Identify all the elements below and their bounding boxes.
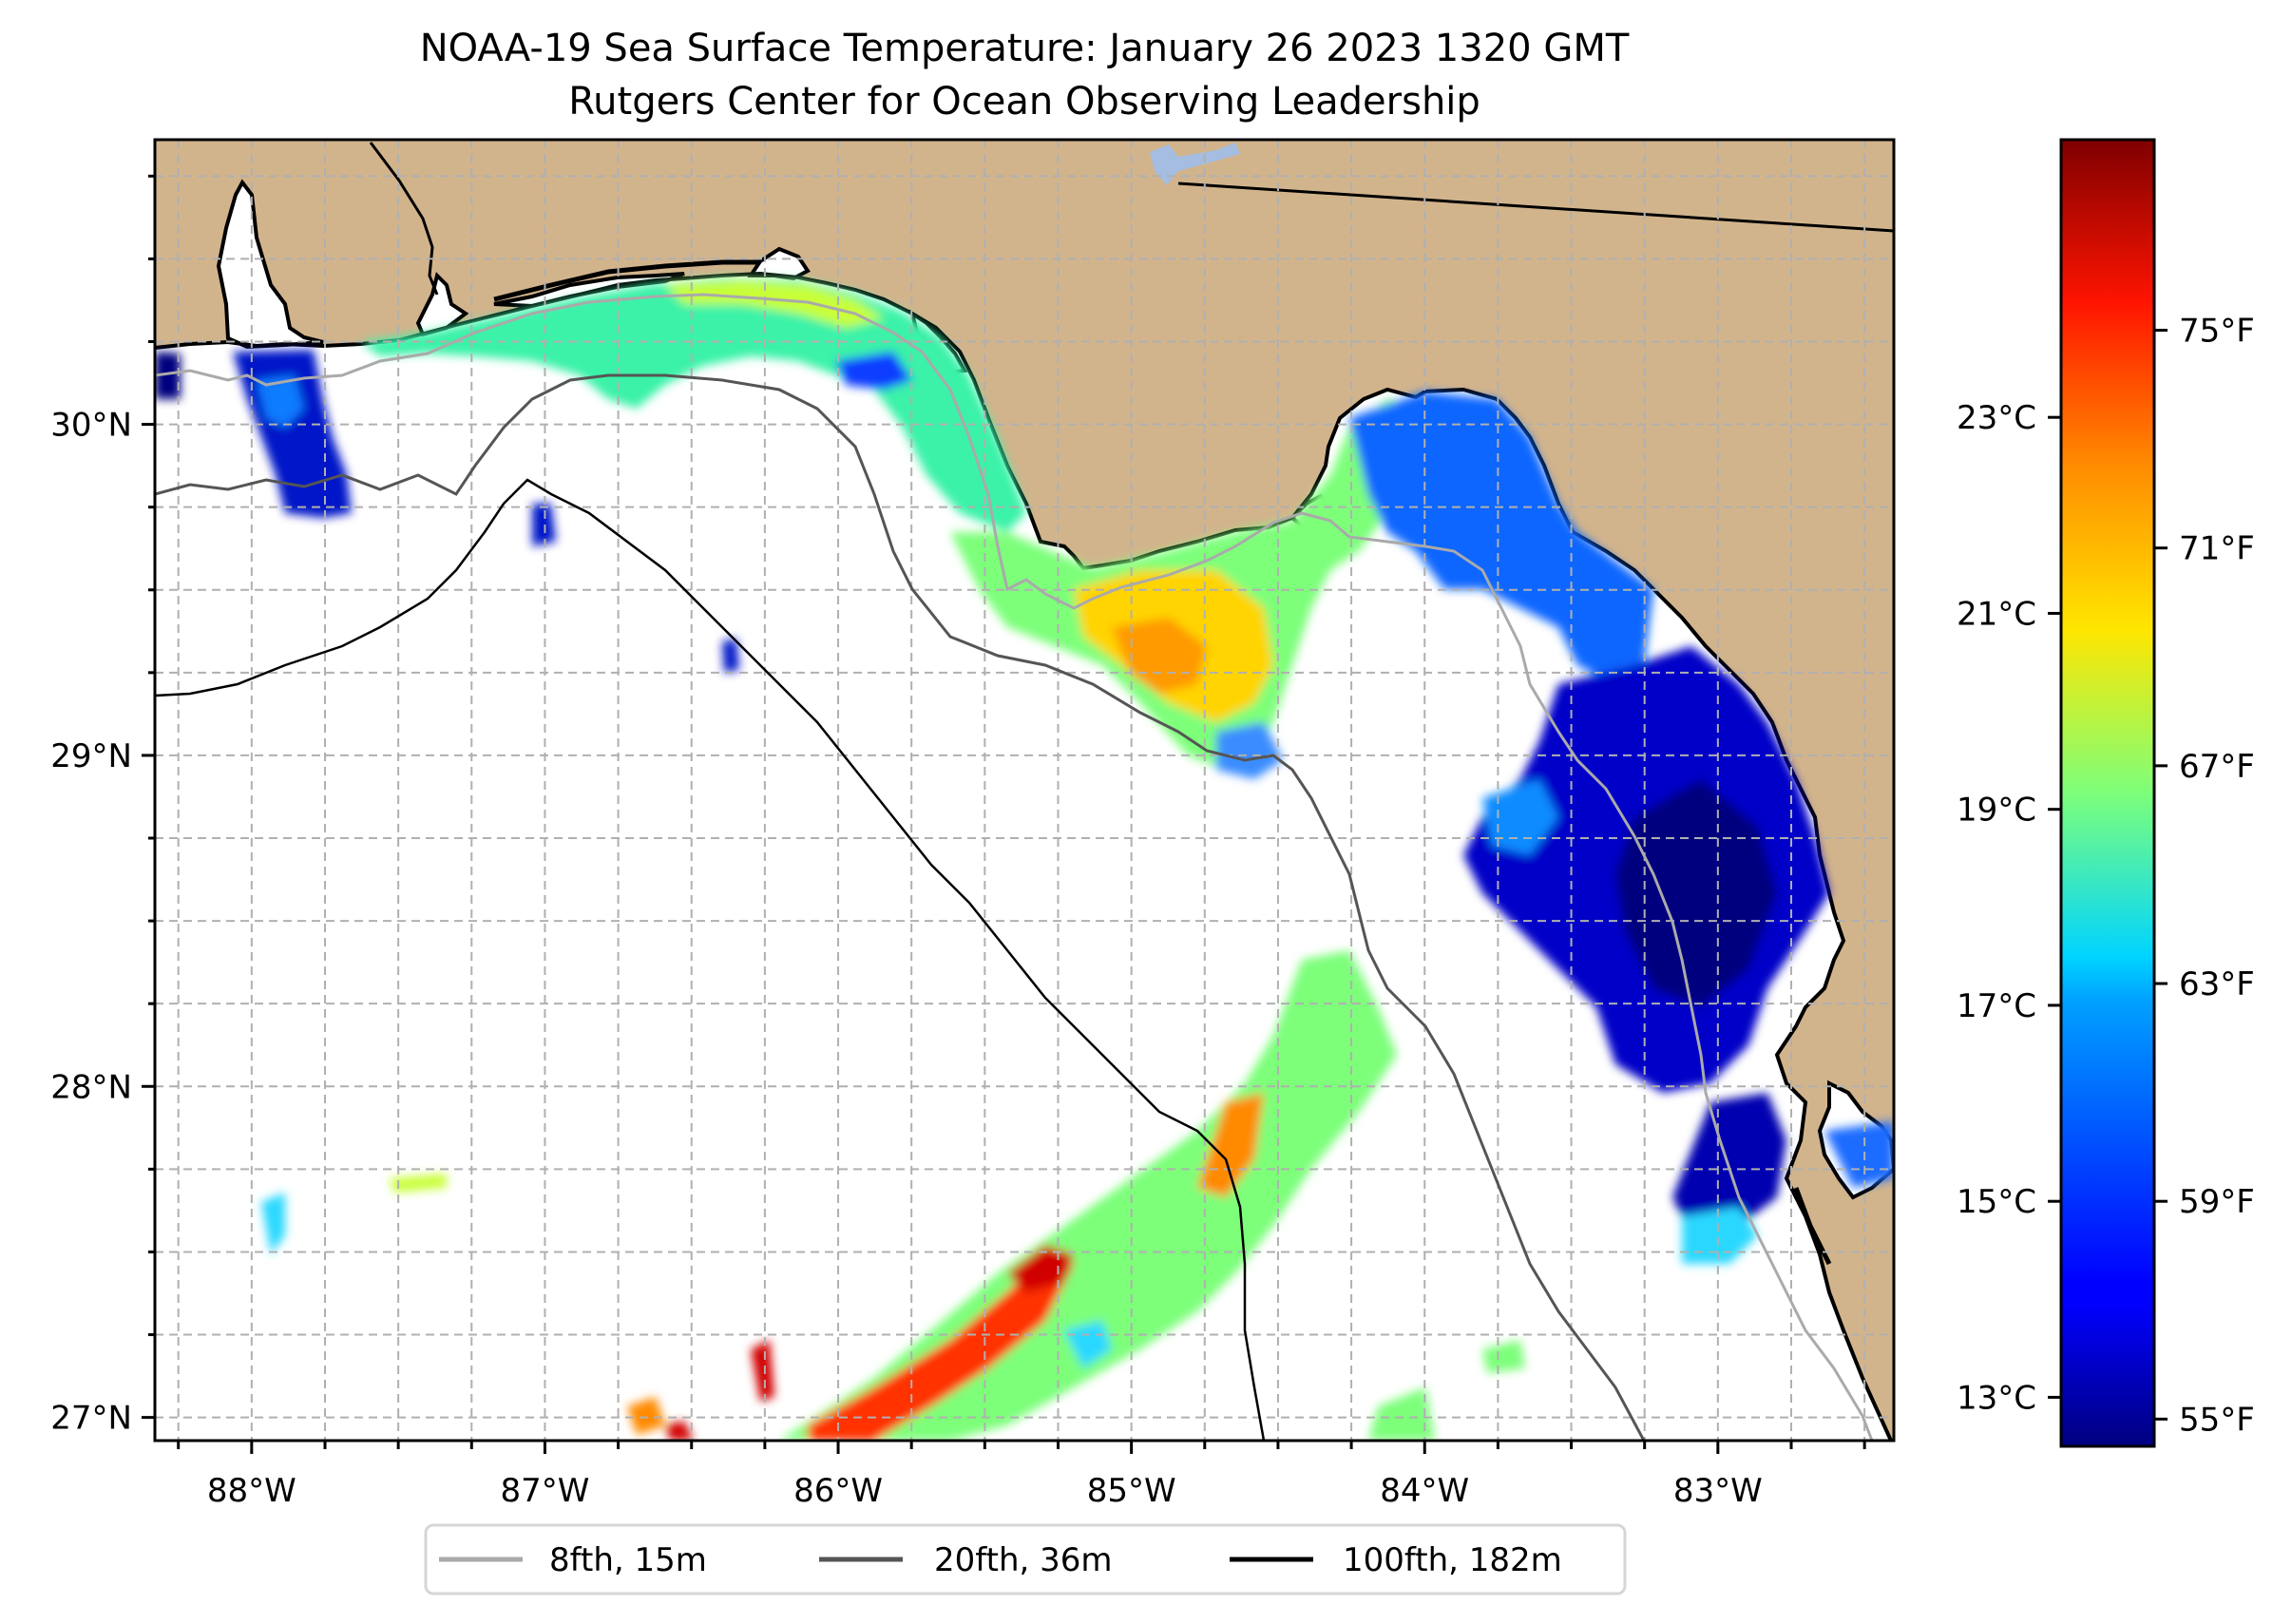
colorbar-celsius-label: 21°C [1957,595,2036,633]
sst-patch [665,1421,694,1441]
legend-label-100fth: 100fth, 182m [1343,1541,1562,1579]
sst-patch [1824,1121,1894,1188]
sst-patch [627,1397,665,1435]
state-boundary [369,142,439,296]
lake-seminole [1150,143,1240,185]
colorbar-celsius-label: 15°C [1957,1183,2036,1221]
sst-patch [1349,392,1653,684]
map-frame [153,138,1896,1442]
sst-patch [1672,1093,1786,1235]
colorbar-celsius-axis: 23°C 21°C 19°C 17°C 15°C 13°C [1957,399,2061,1417]
y-axis: 30°N 29°N 28°N 27°N [50,174,155,1438]
isobath-100fth [155,478,1266,1441]
sst-patch [1197,1093,1264,1197]
colorbar-fahrenheit-label: 67°F [2179,748,2255,786]
x-axis: 88°W 87°W 86°W 85°W 84°W 83°W [177,1441,1866,1510]
chart-subtitle: Rutgers Center for Ocean Observing Leade… [568,80,1480,124]
x-tick-label: 84°W [1380,1472,1469,1510]
gridlines [155,140,1894,1441]
legend-label-20fth: 20fth, 36m [934,1541,1113,1579]
colorbar-celsius-label: 17°C [1957,987,2036,1025]
legend-label-8fth: 8fth, 15m [549,1541,707,1579]
colorbar: 23°C 21°C 19°C 17°C 15°C 13°C 75°F 71°F 67°F 63°… [1957,138,2255,1448]
sst-patch [257,375,304,428]
sst-patch [665,280,884,328]
sst-patch [261,1193,285,1254]
coastline [155,271,1893,1441]
x-tick-label: 87°W [500,1472,589,1510]
colorbar-celsius-label: 19°C [1957,792,2036,830]
sst-patch [1064,1321,1112,1368]
legend: 8fth, 15m 20fth, 36m 100fth, 182m [424,1523,1627,1595]
x-tick-label: 85°W [1087,1472,1176,1510]
map-panel [155,140,1894,1441]
x-tick-label: 86°W [793,1472,883,1510]
colorbar-celsius-label: 13°C [1957,1379,2036,1417]
sst-patch [1482,779,1558,855]
sst-patch [1482,1340,1525,1373]
colorbar-fahrenheit-label: 59°F [2179,1183,2255,1221]
colorbar-fahrenheit-axis: 75°F 71°F 67°F 63°F 59°F 55°F [2154,313,2255,1439]
sst-patch [722,639,739,673]
sst-patch [836,352,912,390]
isobath-8fth [155,293,1874,1441]
sst-patch [155,352,181,399]
sst-patch [1112,618,1207,694]
colorbar-fahrenheit-label: 63°F [2179,965,2255,1003]
sst-patch [1615,779,1777,1007]
colorbar-gradient [2059,138,2156,1448]
sst-patch [1368,1387,1435,1441]
colorbar-fahrenheit-label: 55°F [2179,1401,2255,1439]
sst-patch [390,1174,447,1193]
sst-field [155,277,1894,1441]
isobath-20fth [155,373,1646,1441]
colorbar-celsius-label: 23°C [1957,399,2036,437]
state-boundary [1177,182,1894,233]
sst-patch [1216,722,1283,779]
y-tick-label: 28°N [50,1068,132,1106]
sst-patch [808,1254,1074,1441]
y-tick-label: 29°N [50,737,132,775]
x-tick-label: 83°W [1673,1472,1763,1510]
y-tick-label: 30°N [50,407,132,445]
sst-patch [1682,1207,1758,1264]
chart-title: NOAA-19 Sea Surface Temperature: January… [420,27,1630,70]
colorbar-fahrenheit-label: 71°F [2179,530,2255,568]
land-mass [155,140,1894,1441]
y-tick-label: 27°N [50,1400,132,1438]
x-tick-label: 88°W [207,1472,296,1510]
colorbar-fahrenheit-label: 75°F [2179,313,2255,351]
barrier-island [493,259,760,302]
legend-frame [424,1523,1627,1595]
sst-patch [751,1340,774,1402]
